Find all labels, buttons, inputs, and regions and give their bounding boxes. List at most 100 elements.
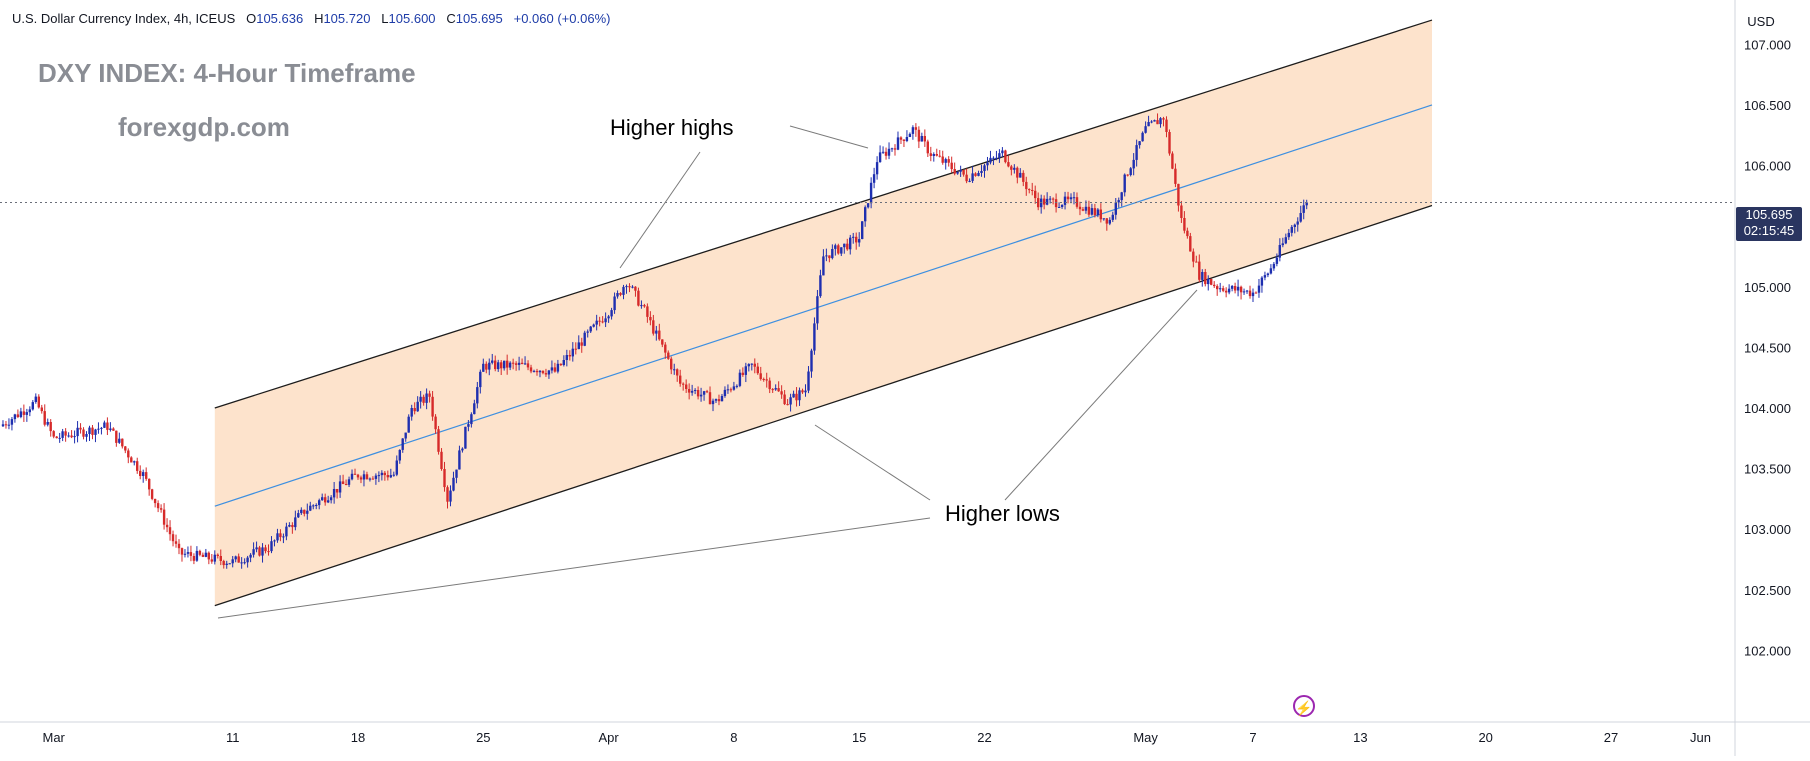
higher-lows-pointer-far [217,517,931,619]
candle-body [738,372,742,386]
candle-body [234,556,237,560]
candle-body [67,435,70,437]
candle-body [682,383,685,385]
candle-body [765,379,768,381]
candle-body [103,422,106,428]
candle-body [1075,197,1079,207]
candle-body [864,207,867,222]
candle-body [550,367,554,371]
candle-body [538,370,542,373]
candle-body [1168,132,1171,154]
candle-body [195,550,199,561]
candle-body [553,367,557,372]
candle-body [58,437,61,439]
candle-body [425,393,428,403]
candle-body [926,141,929,154]
candle-body [443,469,446,488]
price-scale[interactable]: USD [1736,0,1810,722]
candle-body [383,472,386,476]
candle-body [291,525,294,528]
candle-body [1230,286,1234,289]
x-tick-label: 18 [351,730,365,745]
higher-highs-pointer-left [619,151,701,269]
candle-body [1,424,5,427]
candle-body [350,473,354,480]
candle-body [1257,285,1261,293]
candle-body [464,426,467,449]
x-tick-label: 15 [852,730,866,745]
bar-countdown: 02:15:45 [1743,223,1795,238]
candle-body [1299,213,1302,222]
candle-body [371,478,375,480]
candle-body [133,461,136,463]
high-value: 105.720 [323,11,371,26]
candle-body [1117,200,1120,203]
candle-body [989,157,992,163]
candle-body [601,321,604,323]
candle-body [204,552,208,557]
candle-body [855,236,858,243]
watermark-site: forexgdp.com [118,112,290,142]
candle-body [1144,126,1147,133]
candle-body [676,369,679,376]
candle-body [741,372,744,375]
candle-body [783,394,786,405]
candle-body [1284,237,1287,244]
candle-body [1102,218,1105,220]
candle-body [1081,209,1085,211]
candle-body [920,136,923,142]
candle-body [398,450,401,461]
candle-body [470,414,473,425]
candle-body [16,414,20,417]
currency-label[interactable]: USD [1747,14,1775,29]
candle-body [338,481,342,493]
candle-body [1111,214,1114,220]
y-tick-label: 104.000 [1744,401,1791,416]
candle-body [693,390,697,391]
candle-body [744,366,747,375]
candle-body [377,475,381,477]
x-tick-label: Apr [598,730,619,745]
candle-body [759,373,762,379]
candle-body [1072,197,1076,199]
candle-body [482,363,485,372]
candle-body [1248,290,1252,297]
candle-body [995,157,998,159]
candle-body [19,411,23,417]
candle-body [150,489,154,499]
candle-body [419,396,422,402]
lightning-bolt-icon[interactable]: ⚡ [1293,695,1315,717]
candle-body [938,155,941,157]
candle-body [276,533,279,541]
candle-body [1043,198,1046,205]
x-tick-label: Mar [43,730,66,745]
candle-body [1045,198,1049,205]
candle-body [207,552,210,560]
candle-body [321,497,324,501]
candle-body [246,557,249,563]
x-tick-label: 27 [1604,730,1618,745]
candle-body [494,360,497,370]
candle-body [165,524,169,528]
x-tick-label: 25 [476,730,490,745]
candle-body [410,408,413,417]
y-tick-label: 103.500 [1744,462,1791,477]
candle-body [171,534,175,542]
candle-body [1290,226,1293,233]
candle-body [1159,118,1162,125]
candle-body [673,369,676,371]
candle-body [365,474,369,480]
candle-body [866,203,870,208]
x-tick-label: 13 [1353,730,1367,745]
candle-body [610,310,613,317]
candle-body [592,324,595,327]
candle-body [431,396,434,417]
y-tick-label: 106.000 [1744,159,1791,174]
candle-body [517,362,521,365]
candle-body [717,399,721,402]
candle-body [720,396,724,402]
candle-body [112,428,115,431]
candle-body [1227,288,1231,293]
candle-body [565,355,568,360]
candle-body [186,552,190,554]
